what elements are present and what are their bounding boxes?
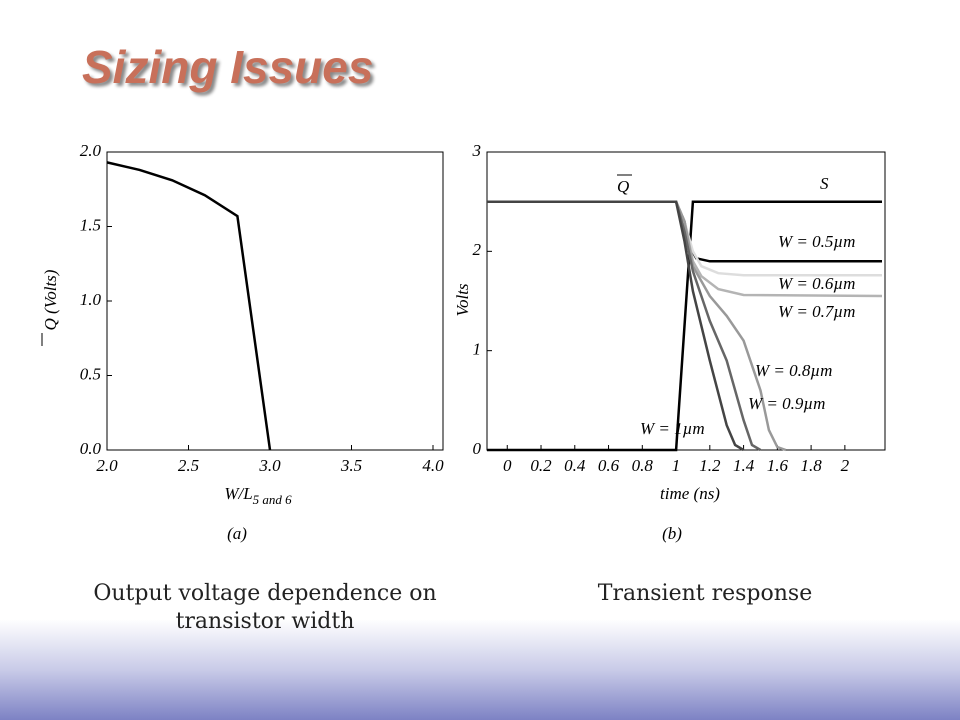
series-label: W = 0.5µm <box>778 232 855 251</box>
x-tick-label: 1.6 <box>767 456 789 475</box>
x-tick-label: 0.4 <box>564 456 586 475</box>
x-tick-label: 1 <box>672 456 681 475</box>
x-tick-label: 4.0 <box>422 456 444 475</box>
series-line <box>106 161 272 451</box>
x-tick-label: 0.6 <box>598 456 620 475</box>
y-axis-label: Q (Volts) <box>41 269 60 330</box>
x-tick-label: 3.0 <box>258 456 281 475</box>
x-axis-label-main: time (ns) <box>660 484 720 503</box>
x-axis-label-sub: 5 and 6 <box>253 492 293 507</box>
y-tick-label: 1 <box>473 340 482 359</box>
series-label: W = 0.6µm <box>778 274 855 293</box>
series-line <box>487 200 745 452</box>
series-label: W = 0.8µm <box>755 361 832 380</box>
x-tick-label: 3.5 <box>340 456 362 475</box>
x-tick-label: 2.5 <box>178 456 199 475</box>
y-tick-label: 3 <box>472 141 482 160</box>
series-line <box>487 200 882 452</box>
y-tick-label: 2.0 <box>80 141 102 160</box>
caption: Transient response <box>597 581 813 606</box>
annotation: Q <box>617 177 629 196</box>
x-tick-label: 2 <box>841 456 850 475</box>
caption: Output voltage dependence on transistor … <box>93 581 437 634</box>
y-tick-label: 1.5 <box>80 215 101 234</box>
y-tick-label: 0 <box>473 439 482 458</box>
y-tick-label: 0.5 <box>80 364 101 383</box>
x-tick-label: 1.2 <box>699 456 721 475</box>
series-label: S <box>820 174 829 193</box>
x-tick-label: 0 <box>503 456 512 475</box>
x-tick-label: 1.4 <box>733 456 755 475</box>
y-tick-label: 0.0 <box>80 439 102 458</box>
series-label: W = 0.9µm <box>748 394 825 413</box>
plot-frame <box>486 151 886 451</box>
x-tick-label: 2.0 <box>96 456 118 475</box>
x-axis-label: W/L5 and 6 <box>224 484 292 507</box>
x-tick-label: 0.2 <box>530 456 552 475</box>
series-label: W = 0.7µm <box>778 302 855 321</box>
x-tick-label: 1.8 <box>800 456 822 475</box>
slide-title: Sizing Issues <box>82 41 374 93</box>
sublabel: (b) <box>662 524 682 543</box>
series-label: W = 1µm <box>640 419 705 438</box>
y-tick-label: 1.0 <box>80 290 102 309</box>
y-tick-label: 2 <box>473 240 482 259</box>
y-axis-label: Volts <box>453 283 472 316</box>
x-axis-label-main: W/L <box>224 484 252 503</box>
series-line <box>487 200 762 452</box>
x-tick-label: 0.8 <box>632 456 654 475</box>
sublabel: (a) <box>227 524 247 543</box>
series-line <box>487 200 787 452</box>
x-axis-label: time (ns) <box>660 484 720 503</box>
plot-frame <box>106 151 444 451</box>
